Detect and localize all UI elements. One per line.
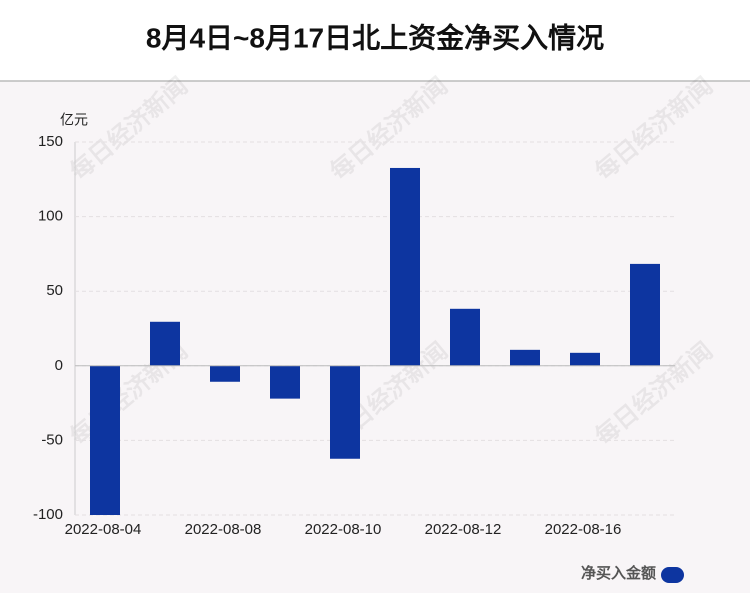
legend-label: 净买入金额 xyxy=(581,564,656,582)
y-tick-label: -100 xyxy=(33,506,63,523)
bar xyxy=(270,365,300,399)
bar xyxy=(150,321,180,366)
x-tick-label: 2022-08-10 xyxy=(305,521,382,538)
watermark: 每日经济新闻 xyxy=(325,72,453,186)
chart-title: 8月4日~8月17日北上资金净买入情况 xyxy=(146,21,604,53)
x-tick-label: 2022-08-08 xyxy=(185,521,262,538)
bar xyxy=(390,167,420,366)
y-tick-label: 150 xyxy=(38,133,63,150)
x-tick-label: 2022-08-12 xyxy=(425,521,502,538)
watermark: 每日经济新闻 xyxy=(590,72,718,186)
bar xyxy=(330,365,360,459)
x-tick-label: 2022-08-04 xyxy=(65,521,142,538)
legend-swatch xyxy=(661,567,684,583)
bar xyxy=(630,263,660,366)
bar xyxy=(210,365,240,382)
bar xyxy=(90,365,120,515)
y-tick-label: 0 xyxy=(55,357,63,374)
y-tick-label: 50 xyxy=(46,282,63,299)
bar xyxy=(510,349,540,366)
bar xyxy=(570,352,600,366)
title-band xyxy=(0,0,750,81)
watermark: 每日经济新闻 xyxy=(65,72,193,186)
y-unit: 亿元 xyxy=(60,112,88,128)
bar xyxy=(450,308,480,366)
y-tick-label: -50 xyxy=(41,431,63,448)
x-tick-label: 2022-08-16 xyxy=(545,521,622,538)
y-tick-label: 100 xyxy=(38,208,63,225)
